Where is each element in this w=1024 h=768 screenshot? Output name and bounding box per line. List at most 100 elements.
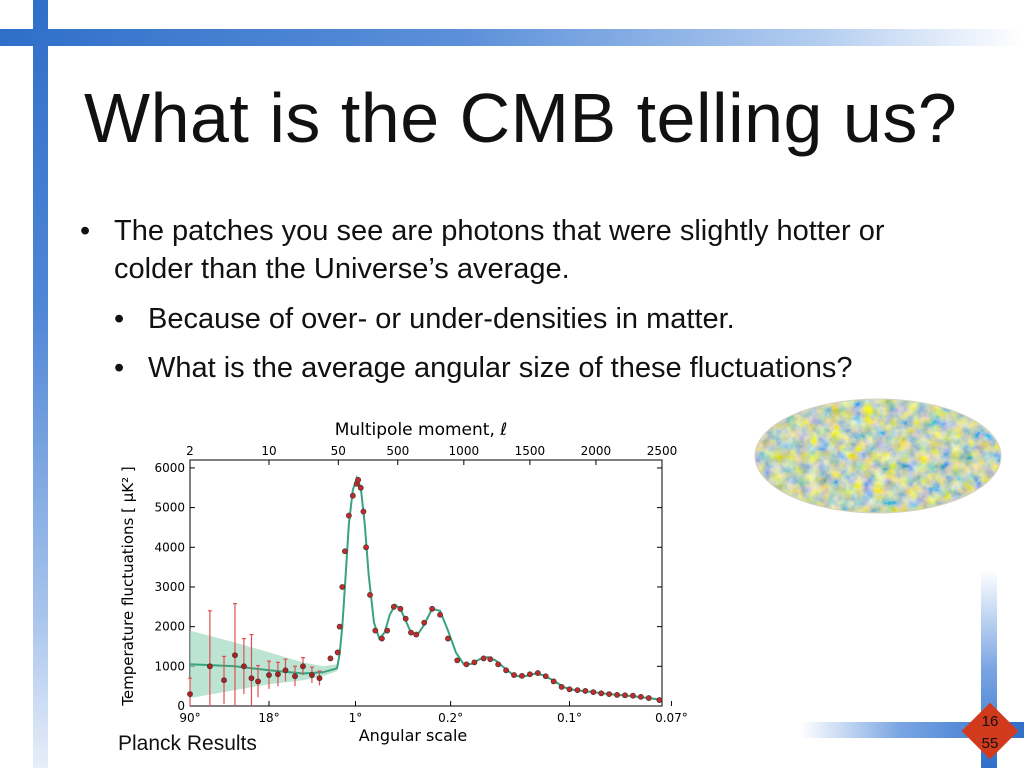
cmb-sky-map (754, 398, 1002, 514)
data-point (360, 508, 367, 515)
data-point (355, 476, 362, 483)
data-point (345, 512, 352, 519)
data-point (429, 605, 436, 612)
data-point (316, 675, 323, 682)
y-tick-label: 2000 (154, 620, 185, 634)
data-point (327, 655, 334, 662)
top-tick-label: 1000 (449, 444, 480, 458)
top-axis-label: Multipole moment, ℓ (335, 420, 508, 440)
data-point (221, 677, 227, 684)
bottom-tick-label: 0.07° (655, 711, 688, 725)
page-number-badge: 16 55 (961, 702, 1019, 760)
data-point (248, 675, 255, 682)
data-point (645, 695, 652, 701)
data-point (558, 684, 565, 690)
data-point (421, 619, 428, 626)
data-point (300, 663, 306, 670)
y-tick-label: 5000 (154, 501, 185, 515)
page-total: 55 (981, 735, 999, 752)
top-tick-label: 2500 (647, 444, 678, 458)
y-tick-label: 4000 (154, 540, 185, 554)
bullet-main-text: The patches you see are photons that wer… (114, 215, 885, 285)
figure-caption: Planck Results (118, 732, 257, 755)
data-point (266, 672, 272, 678)
bullet-dot-icon: • (114, 303, 125, 335)
data-point (363, 544, 369, 551)
data-point (384, 627, 391, 634)
bottom-tick-label: 18° (258, 711, 279, 725)
data-point (454, 657, 461, 664)
data-point (372, 627, 379, 634)
data-point (437, 611, 443, 618)
bottom-tick-label: 90° (179, 711, 200, 725)
bottom-axis-label: Angular scale (359, 726, 468, 745)
data-point (334, 649, 341, 656)
data-point (390, 603, 397, 610)
data-point (349, 492, 356, 499)
data-point (255, 678, 261, 685)
data-point (397, 605, 404, 612)
slide-title: What is the CMB telling us? (84, 79, 958, 157)
data-point (206, 663, 213, 670)
bullet-sub-2-text: What is the average angular size of thes… (148, 352, 853, 384)
data-point (542, 673, 549, 680)
data-point (463, 661, 470, 668)
data-point (379, 635, 385, 642)
top-tick-label: 10 (261, 444, 276, 458)
y-tick-label: 6000 (154, 461, 185, 475)
data-point (402, 615, 409, 622)
left-accent-bar (33, 0, 48, 768)
top-tick-label: 50 (331, 444, 346, 458)
data-point (292, 673, 298, 680)
data-point (339, 584, 346, 590)
y-tick-label: 0 (177, 699, 185, 713)
y-tick-label: 1000 (154, 659, 185, 673)
top-tick-label: 2 (186, 444, 194, 458)
data-point (630, 692, 636, 699)
top-tick-label: 500 (386, 444, 409, 458)
y-axis-label: Temperature fluctuations [ μK² ] (119, 466, 137, 707)
data-point (487, 656, 494, 663)
data-point (622, 692, 628, 699)
data-point (566, 686, 573, 693)
data-point (495, 661, 502, 668)
top-tick-label: 2000 (581, 444, 612, 458)
data-point (598, 690, 605, 697)
data-point (503, 667, 510, 674)
bullet-dot-icon: • (80, 215, 91, 247)
bottom-tick-label: 0.1° (557, 711, 582, 725)
data-point (282, 667, 289, 674)
data-point (187, 691, 193, 697)
data-point (232, 652, 238, 659)
top-tick-label: 1500 (515, 444, 546, 458)
page-current: 16 (981, 713, 999, 730)
data-point (550, 678, 557, 685)
y-tick-label: 3000 (154, 580, 185, 594)
data-point (574, 687, 581, 694)
data-point (408, 629, 414, 636)
power-spectrum-chart: Multipole moment, ℓ Angular scale Temper… (119, 420, 688, 745)
data-point (336, 623, 343, 630)
top-accent-bar (0, 29, 1024, 46)
bottom-tick-label: 1° (349, 711, 363, 725)
data-point (519, 672, 525, 679)
data-point (637, 693, 644, 700)
data-point (606, 691, 613, 697)
data-point (656, 697, 663, 703)
data-point (590, 689, 597, 696)
data-point (241, 663, 247, 670)
data-point (511, 672, 517, 678)
data-point (480, 655, 487, 662)
data-point (367, 592, 373, 598)
bullet-dot-icon: • (114, 352, 125, 384)
plot-frame (189, 459, 663, 707)
data-point (471, 659, 478, 666)
data-point (534, 670, 541, 676)
data-point (357, 484, 364, 491)
data-point (309, 672, 315, 678)
data-point (275, 671, 281, 678)
data-point (445, 635, 451, 642)
bullet-sub-1-text: Because of over- or under-densities in m… (148, 303, 735, 335)
data-point (413, 631, 420, 638)
